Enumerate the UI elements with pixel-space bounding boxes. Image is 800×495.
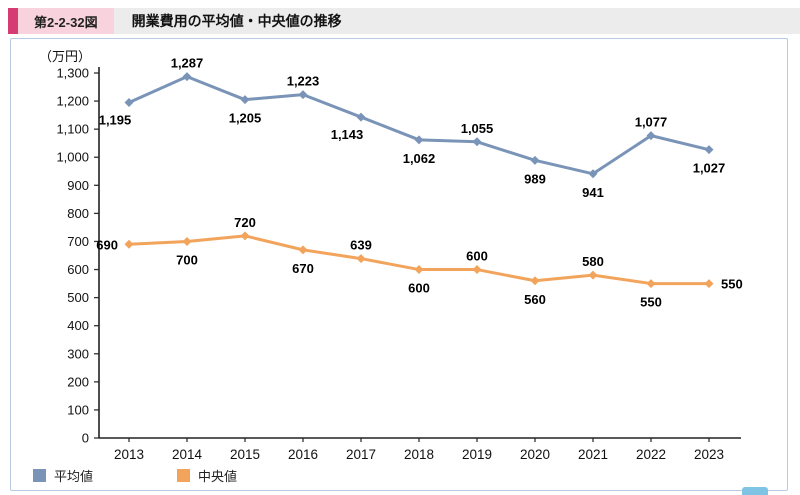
svg-text:1,100: 1,100 (56, 122, 89, 137)
svg-text:800: 800 (67, 206, 89, 221)
svg-text:1,223: 1,223 (287, 74, 320, 89)
figure-header: 第2-2-32図 開業費用の平均値・中央値の推移 (8, 8, 800, 34)
svg-text:100: 100 (67, 402, 89, 417)
svg-text:700: 700 (176, 252, 198, 267)
svg-text:300: 300 (67, 346, 89, 361)
svg-text:989: 989 (524, 171, 546, 186)
svg-text:1,000: 1,000 (56, 150, 89, 165)
figure-number-box: 第2-2-32図 (18, 8, 114, 34)
chart-frame: （万円） 0 100 200 300 400 500 600 700 800 900 1,000 1,1… (10, 38, 788, 491)
header-accent-bar (8, 8, 18, 34)
svg-text:600: 600 (408, 281, 430, 296)
figure-title-area: 開業費用の平均値・中央値の推移 (114, 8, 360, 34)
svg-text:2013: 2013 (114, 447, 144, 462)
svg-text:600: 600 (466, 249, 488, 264)
svg-text:560: 560 (524, 292, 546, 307)
median-series-label: 中央値 (198, 469, 238, 484)
svg-text:1,287: 1,287 (171, 56, 204, 71)
figure-title: 開業費用の平均値・中央値の推移 (131, 13, 342, 29)
svg-text:900: 900 (67, 178, 89, 193)
svg-text:500: 500 (67, 290, 89, 305)
svg-text:1,143: 1,143 (331, 127, 364, 142)
legend-item-average: 平均値 (33, 466, 93, 485)
average-series-swatch (33, 469, 46, 482)
svg-text:2018: 2018 (404, 447, 434, 462)
svg-text:200: 200 (67, 374, 89, 389)
svg-text:（万円）: （万円） (39, 49, 91, 64)
svg-text:550: 550 (721, 277, 743, 292)
average-series-label: 平均値 (54, 469, 94, 484)
svg-text:400: 400 (67, 318, 89, 333)
svg-text:1,077: 1,077 (635, 115, 668, 130)
svg-text:700: 700 (67, 234, 89, 249)
svg-text:1,027: 1,027 (693, 161, 726, 176)
svg-text:2017: 2017 (346, 447, 376, 462)
svg-text:1,200: 1,200 (56, 94, 89, 109)
svg-text:670: 670 (292, 261, 314, 276)
chart-legend: 平均値 中央値 (33, 466, 237, 485)
svg-text:1,055: 1,055 (461, 121, 494, 136)
svg-text:2020: 2020 (520, 447, 550, 462)
svg-text:720: 720 (234, 215, 256, 230)
svg-text:600: 600 (67, 262, 89, 277)
svg-text:2021: 2021 (578, 447, 608, 462)
svg-text:550: 550 (640, 295, 662, 310)
svg-text:1,300: 1,300 (56, 66, 89, 81)
svg-text:690: 690 (96, 237, 118, 252)
svg-text:639: 639 (350, 238, 372, 253)
svg-text:2015: 2015 (230, 447, 260, 462)
svg-text:1,062: 1,062 (403, 151, 436, 166)
svg-text:1,195: 1,195 (99, 112, 132, 127)
svg-text:1,205: 1,205 (229, 111, 262, 126)
legend-item-median: 中央値 (177, 466, 237, 485)
svg-text:2019: 2019 (462, 447, 492, 462)
svg-text:0: 0 (82, 431, 89, 446)
median-series-swatch (177, 469, 191, 482)
svg-text:2023: 2023 (694, 447, 724, 462)
svg-text:941: 941 (582, 185, 604, 200)
svg-text:580: 580 (582, 254, 604, 269)
partial-cropped-element (742, 487, 768, 495)
svg-text:2022: 2022 (636, 447, 666, 462)
line-chart: （万円） 0 100 200 300 400 500 600 700 800 900 1,000 1,1… (11, 41, 787, 476)
svg-text:2014: 2014 (172, 447, 203, 462)
svg-text:2016: 2016 (288, 447, 318, 462)
figure-number-label: 第2-2-32図 (34, 14, 98, 30)
